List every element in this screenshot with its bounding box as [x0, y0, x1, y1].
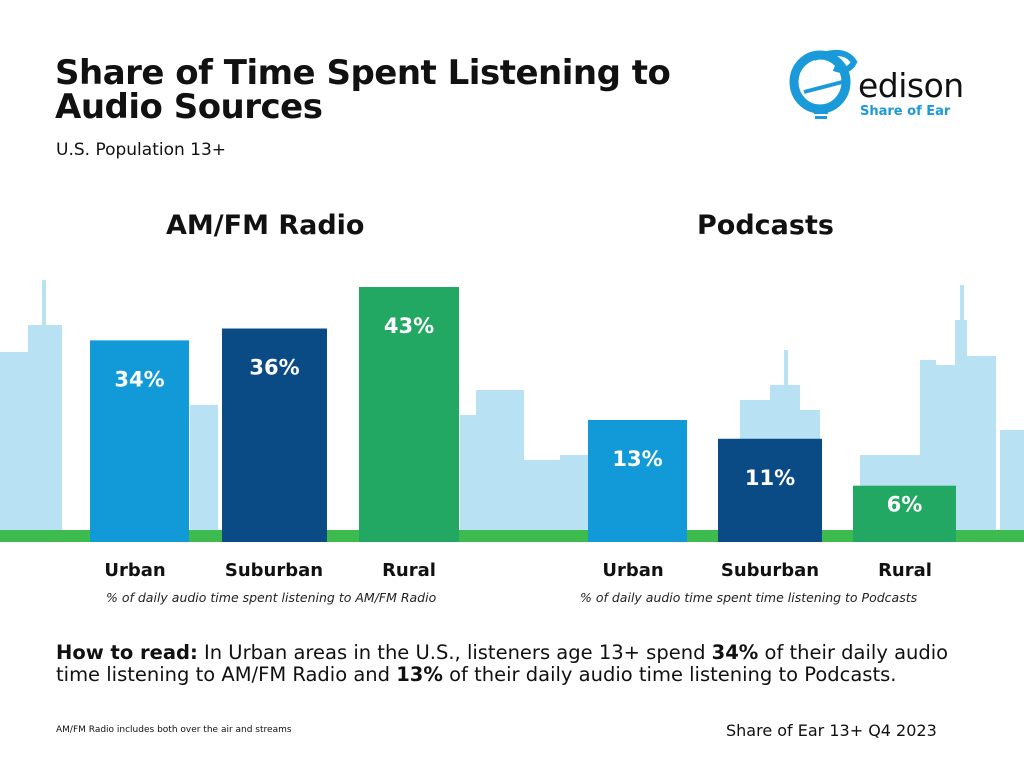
data-label: 11%	[745, 466, 795, 490]
chart-canvas: 34% 36% 43% 13% 11% 6%	[0, 280, 1024, 542]
how-to-read: How to read: In Urban areas in the U.S.,…	[56, 642, 996, 686]
tick-label: Urban	[104, 560, 166, 581]
building-shape	[966, 356, 996, 542]
how-to-read-value: 13%	[396, 663, 443, 686]
data-label: 6%	[887, 493, 923, 517]
data-label: 43%	[384, 314, 434, 338]
how-to-read-lead: How to read:	[56, 641, 198, 664]
page-title: Share of Time Spent Listening to Audio S…	[55, 53, 671, 127]
edison-logo	[784, 44, 864, 124]
how-to-read-text: of their daily audio time listening to A…	[56, 641, 949, 686]
chart-title-podcasts: Podcasts	[697, 210, 834, 241]
building-shape	[560, 455, 588, 542]
bar-suburban	[718, 438, 822, 542]
building-shape	[960, 285, 964, 542]
building-shape	[190, 405, 218, 542]
data-label: 13%	[612, 447, 662, 471]
building-shape	[0, 352, 30, 542]
data-label: 36%	[249, 356, 299, 380]
building-shape	[1000, 430, 1024, 542]
footnote: AM/FM Radio includes both over the air a…	[56, 725, 292, 735]
building-shape	[42, 280, 46, 542]
logo-wordmark: edison	[858, 66, 964, 105]
source: Share of Ear 13+ Q4 2023	[726, 721, 937, 740]
tick-label: Rural	[382, 560, 436, 581]
x-axis-label-amfm: % of daily audio time spent listening to…	[106, 590, 437, 605]
building-shape	[476, 390, 524, 542]
x-axis-label-podcasts: % of daily audio time spent time listeni…	[580, 590, 918, 605]
building-shape	[520, 460, 560, 542]
bar-rural	[853, 485, 956, 542]
tick-label: Suburban	[224, 560, 324, 581]
tick-label: Rural	[878, 560, 932, 581]
how-to-read-text: of their daily audio time listening to P…	[442, 663, 897, 686]
how-to-read-text: In Urban areas in the U.S., listeners ag…	[197, 641, 712, 664]
tick-label: Urban	[602, 560, 664, 581]
data-label: 34%	[114, 367, 164, 391]
chart-title-amfm: AM/FM Radio	[166, 210, 365, 241]
how-to-read-value: 34%	[711, 641, 759, 664]
tick-label: Suburban	[720, 560, 820, 581]
subtitle: U.S. Population 13+	[56, 140, 227, 160]
building-shape	[460, 415, 480, 542]
lightbulb-logo-icon	[789, 49, 858, 119]
bar-urban	[588, 420, 687, 542]
bar-rural	[359, 287, 459, 542]
bar-urban	[90, 340, 189, 542]
bar-suburban	[222, 328, 327, 542]
logo-tagline: Share of Ear	[860, 104, 951, 119]
